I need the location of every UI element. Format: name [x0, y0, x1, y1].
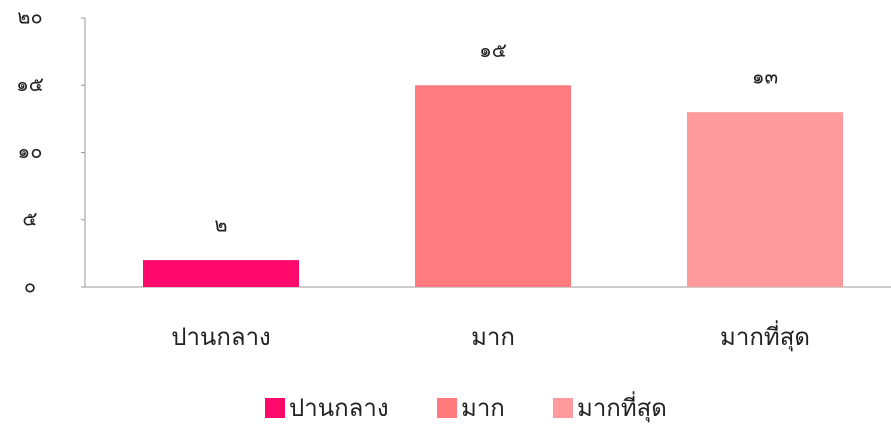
- legend-label: ปานกลาง: [289, 394, 389, 422]
- bar: [143, 260, 299, 287]
- bar: [687, 112, 843, 288]
- y-tick-label: ๕: [22, 206, 37, 230]
- legend-swatch: [265, 398, 285, 418]
- legend-label: มากที่สุด: [577, 391, 667, 423]
- legend-label: มาก: [461, 394, 505, 422]
- y-tick-label: ๑๕: [16, 72, 44, 96]
- y-tick-label: ๐: [24, 274, 36, 298]
- y-tick-label: ๒๐: [17, 5, 42, 29]
- data-label: ๑๕: [479, 38, 507, 62]
- bar: [415, 85, 571, 287]
- x-tick-label: ปานกลาง: [171, 323, 271, 351]
- data-label: ๑๓: [752, 65, 778, 89]
- y-tick-label: ๑๐: [18, 139, 43, 163]
- x-tick-label: มาก: [471, 323, 515, 351]
- legend-swatch: [553, 398, 573, 418]
- legend-swatch: [437, 398, 457, 418]
- data-label: ๒: [214, 213, 227, 237]
- x-tick-label: มากที่สุด: [720, 320, 810, 352]
